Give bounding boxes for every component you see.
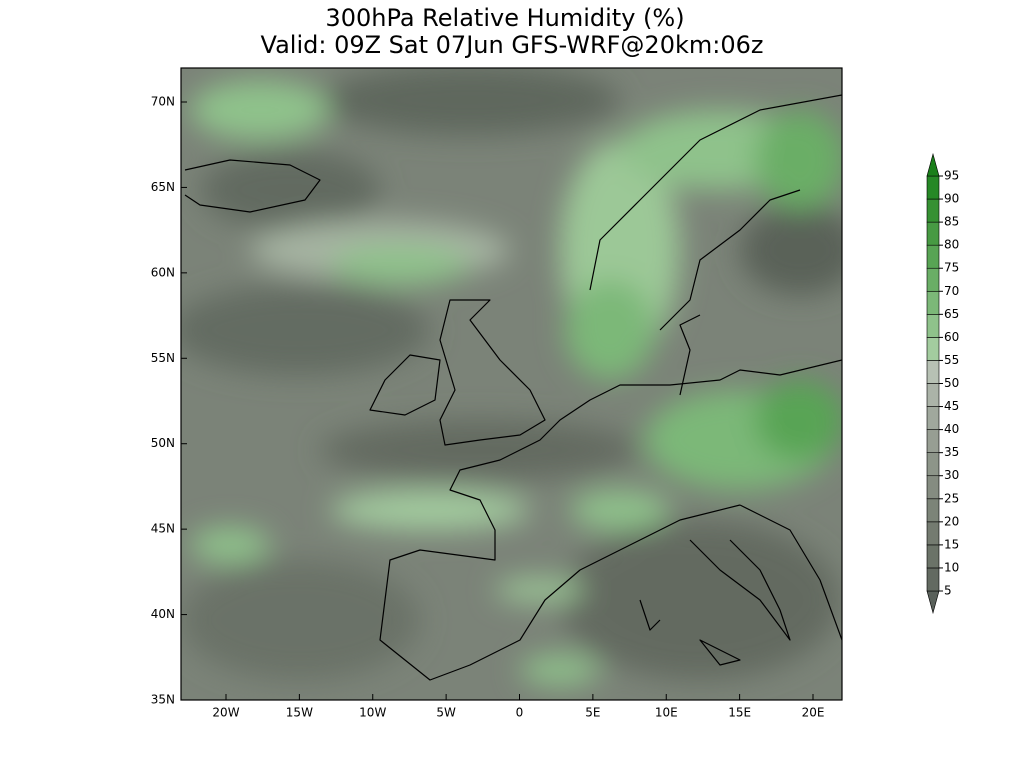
lon-label: 10E: [655, 706, 678, 720]
colorbar-label: 5: [944, 584, 952, 598]
lat-label: 50N: [151, 436, 175, 450]
colorbar-label: 85: [944, 215, 959, 229]
lon-label: 5W: [436, 706, 456, 720]
colorbar-bin: [926, 452, 940, 477]
lat-label: 60N: [151, 265, 175, 279]
colorbar-bin: [926, 175, 940, 200]
colorbar-label: 30: [944, 468, 959, 482]
colorbar-bin: [926, 429, 940, 453]
colorbar-label: 10: [944, 560, 959, 574]
colorbar-bin: [926, 152, 940, 177]
map-axes: 70N 65N 60N 55N 50N 45N 40N 35N 20W 15W 10W 5W 0 5E 10…: [151, 95, 825, 720]
colorbar-label: 35: [944, 445, 959, 459]
colorbar-bin: [926, 314, 940, 338]
colorbar-bin: [926, 521, 940, 546]
colorbar-label: 75: [944, 261, 959, 275]
colorbar-label: 40: [944, 422, 959, 436]
lat-label: 65N: [151, 180, 175, 194]
colorbar-bin: [926, 337, 940, 361]
lat-label: 55N: [151, 351, 175, 365]
colorbar-label: 80: [944, 238, 959, 252]
lon-label: 5E: [585, 706, 600, 720]
colorbar-bin: [926, 498, 940, 523]
lon-label: 15W: [286, 706, 313, 720]
colorbar-bin: [926, 290, 940, 315]
colorbar-label: 15: [944, 537, 959, 551]
colorbar-label: 45: [944, 399, 959, 413]
map-title: 300hPa Relative Humidity (%): [325, 4, 684, 32]
colorbar-bin: [926, 544, 940, 569]
colorbar-label: 55: [944, 353, 959, 367]
lon-label: 10W: [359, 706, 386, 720]
colorbar-bin: [926, 475, 940, 500]
map-frame: [180, 67, 843, 701]
colorbar-label: 60: [944, 330, 959, 344]
map-subtitle: Valid: 09Z Sat 07Jun GFS-WRF@20km:06z: [261, 31, 764, 59]
lon-label: 0: [516, 706, 524, 720]
colorbar-label: 50: [944, 376, 959, 390]
lon-label: 20E: [802, 706, 825, 720]
lat-label: 45N: [151, 522, 175, 536]
colorbar-bin: [926, 383, 940, 407]
colorbar-bin: [926, 590, 940, 615]
colorbar-label: 65: [944, 307, 959, 321]
colorbar: 5 10 15 20 25 30 35 40 45 50 55 60 65 70 75 80 85 90 95: [926, 152, 959, 615]
lat-label: 70N: [151, 95, 175, 109]
lat-label: 40N: [151, 607, 175, 621]
colorbar-bin: [926, 360, 940, 384]
lat-label: 35N: [151, 693, 175, 707]
colorbar-bin: [926, 221, 940, 246]
colorbar-bin: [926, 244, 940, 269]
colorbar-label: 95: [944, 169, 959, 183]
colorbar-bin: [926, 198, 940, 223]
colorbar-label: 20: [944, 514, 959, 528]
colorbar-label: 90: [944, 192, 959, 206]
colorbar-bin: [926, 567, 940, 592]
colorbar-bin: [926, 406, 940, 430]
colorbar-label: 25: [944, 491, 959, 505]
humidity-field: [181, 68, 842, 700]
lon-label: 15E: [728, 706, 751, 720]
lon-label: 20W: [212, 706, 239, 720]
colorbar-bin: [926, 267, 940, 292]
colorbar-label: 70: [944, 284, 959, 298]
